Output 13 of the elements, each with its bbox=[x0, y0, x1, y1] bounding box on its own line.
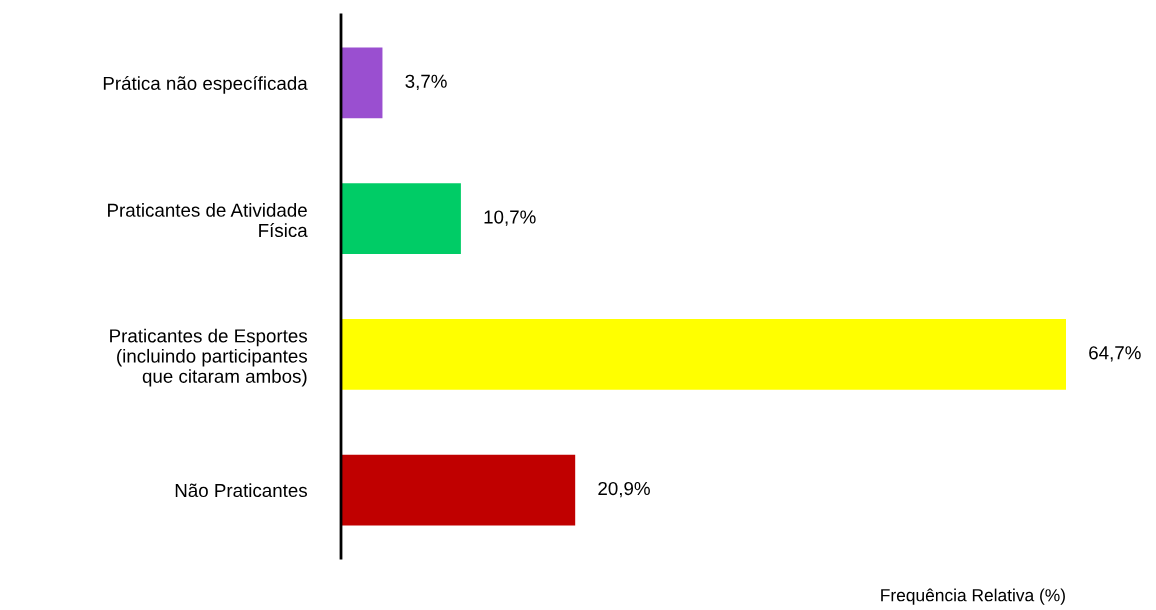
x-axis-title: Frequência Relativa (%) bbox=[881, 588, 1065, 605]
y-tick-label: Praticantes de Atividade Física bbox=[108, 203, 308, 238]
bar bbox=[341, 454, 576, 526]
y-tick-label: Não Praticantes bbox=[175, 483, 307, 498]
data-label: 10,7% bbox=[484, 210, 536, 226]
bar bbox=[341, 319, 1066, 390]
data-label: 64,7% bbox=[1089, 346, 1141, 362]
data-label: 20,9% bbox=[598, 481, 650, 498]
bar bbox=[341, 183, 461, 254]
data-label: 3,7% bbox=[405, 74, 447, 91]
bar bbox=[341, 47, 383, 119]
y-tick-label: Prática não específicada bbox=[103, 75, 308, 94]
y-tick-label: Praticantes de Esportes (incluindo participantes que citaram ambos) bbox=[110, 328, 307, 387]
